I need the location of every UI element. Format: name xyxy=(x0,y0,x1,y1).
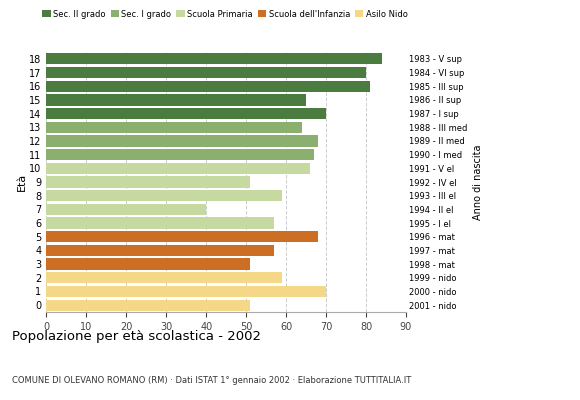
Text: COMUNE DI OLEVANO ROMANO (RM) · Dati ISTAT 1° gennaio 2002 · Elaborazione TUTTIT: COMUNE DI OLEVANO ROMANO (RM) · Dati IST… xyxy=(12,376,411,385)
Legend: Sec. II grado, Sec. I grado, Scuola Primaria, Scuola dell'Infanzia, Asilo Nido: Sec. II grado, Sec. I grado, Scuola Prim… xyxy=(39,6,411,22)
Bar xyxy=(46,286,326,297)
Y-axis label: Età: Età xyxy=(16,173,26,191)
Bar xyxy=(46,218,274,229)
Bar xyxy=(46,80,370,92)
Bar xyxy=(46,108,326,119)
Bar xyxy=(46,53,382,64)
Bar xyxy=(46,190,282,201)
Text: Popolazione per età scolastica - 2002: Popolazione per età scolastica - 2002 xyxy=(12,330,260,343)
Bar xyxy=(46,135,318,146)
Bar xyxy=(46,67,366,78)
Bar xyxy=(46,245,274,256)
Y-axis label: Anno di nascita: Anno di nascita xyxy=(473,144,483,220)
Bar xyxy=(46,176,250,188)
Bar xyxy=(46,272,282,283)
Bar xyxy=(46,258,250,270)
Bar xyxy=(46,231,318,242)
Bar xyxy=(46,149,314,160)
Bar xyxy=(46,300,250,311)
Bar xyxy=(46,122,302,133)
Bar xyxy=(46,204,206,215)
Bar xyxy=(46,163,310,174)
Bar xyxy=(46,94,306,106)
